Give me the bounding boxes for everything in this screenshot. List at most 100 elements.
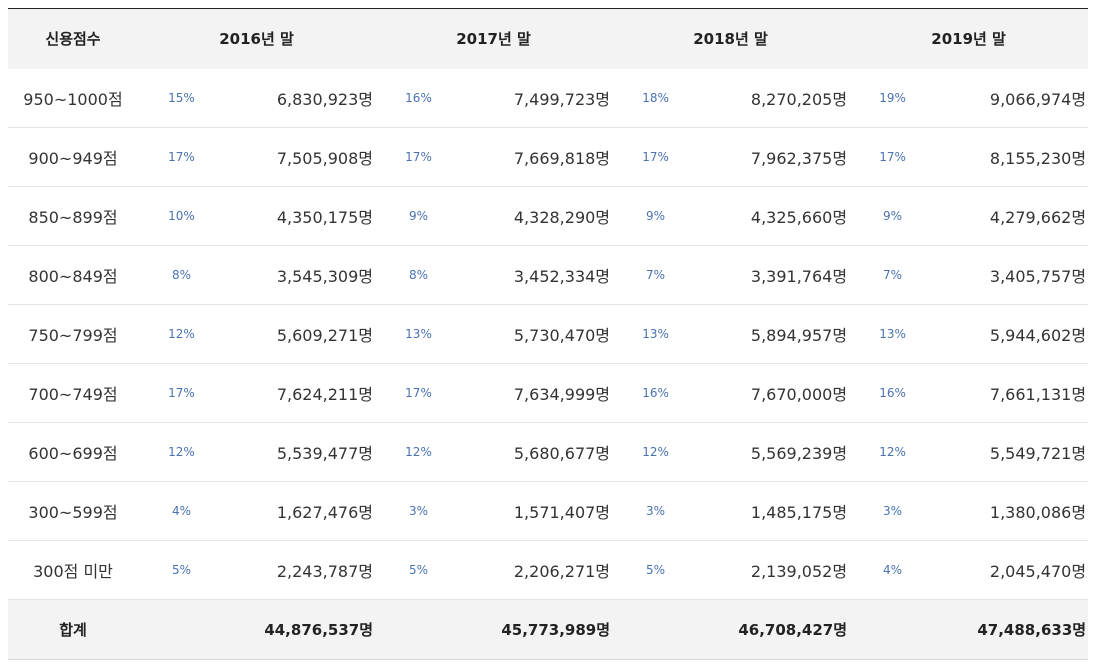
count-2019: 4,279,662명 (989, 208, 1087, 227)
count-2019: 2,045,470명 (989, 562, 1087, 581)
percent-2019: 7% (883, 268, 903, 282)
score-range-label: 300점 미만 (33, 562, 113, 581)
percent-2019: 19% (879, 90, 906, 105)
percent-2017: 17% (405, 386, 432, 400)
percent-2018: 7% (646, 268, 666, 282)
count-2019: 3,405,757명 (989, 267, 1087, 286)
count-2016: 1,627,476명 (276, 503, 374, 522)
count-2019: 5,944,602명 (989, 326, 1087, 345)
count-2018: 1,485,175명 (750, 503, 848, 522)
table-body: 950~1000점 15% 6,830,923명 16% 7,499,723명 18% 8,… (8, 69, 1089, 600)
total-count-2016: 44,876,537명 (264, 621, 374, 639)
header-year-2018: 2018년 말 (693, 30, 768, 49)
percent-2017: 12% (405, 445, 432, 459)
credit-score-table-container: 신용점수 2016년 말 2017년 말 2018년 말 2019년 말 950… (8, 8, 1089, 660)
table-row: 800~849점 8% 3,545,309명 8% 3,452,334명 7% 3,391,… (8, 246, 1089, 305)
table-row: 900~949점 17% 7,505,908명 17% 7,669,818명 17% 7,9… (8, 128, 1089, 187)
percent-2018: 12% (642, 445, 669, 459)
count-2018: 7,962,375명 (750, 149, 848, 168)
percent-2019: 4% (883, 563, 903, 577)
table-header: 신용점수 2016년 말 2017년 말 2018년 말 2019년 말 (8, 8, 1089, 69)
percent-2018: 13% (642, 327, 669, 341)
percent-2019: 9% (883, 209, 903, 223)
percent-2017: 16% (405, 90, 432, 105)
percent-2016: 12% (168, 327, 195, 341)
percent-2019: 16% (879, 386, 906, 400)
count-2018: 4,325,660명 (750, 208, 848, 227)
percent-2016: 17% (168, 386, 195, 400)
score-range-label: 600~699점 (28, 444, 118, 463)
percent-2019: 17% (879, 150, 906, 164)
total-count-2019: 47,488,633명 (977, 621, 1087, 639)
count-2016: 2,243,787명 (276, 562, 374, 581)
total-label: 합계 (59, 621, 87, 639)
count-2016: 5,609,271명 (276, 326, 374, 345)
score-range-label: 800~849점 (28, 267, 118, 286)
count-2018: 8,270,205명 (750, 89, 848, 109)
score-range-label: 750~799점 (28, 326, 118, 345)
percent-2016: 10% (168, 209, 195, 223)
percent-2019: 12% (879, 445, 906, 459)
count-2019: 1,380,086명 (989, 503, 1087, 522)
header-row: 신용점수 2016년 말 2017년 말 2018년 말 2019년 말 (8, 8, 1089, 69)
count-2017: 7,669,818명 (513, 149, 611, 168)
score-range-label: 950~1000점 (23, 89, 123, 109)
count-2017: 5,680,677명 (513, 444, 611, 463)
count-2019: 7,661,131명 (989, 385, 1087, 404)
percent-2016: 17% (168, 150, 195, 164)
count-2016: 6,830,923명 (276, 89, 374, 109)
percent-2018: 3% (646, 504, 666, 518)
percent-2018: 16% (642, 386, 669, 400)
count-2017: 3,452,334명 (513, 267, 611, 286)
count-2019: 5,549,721명 (989, 444, 1087, 463)
count-2017: 1,571,407명 (513, 503, 611, 522)
percent-2016: 5% (171, 563, 192, 577)
percent-2018: 9% (646, 209, 666, 223)
score-range-label: 900~949점 (28, 149, 118, 168)
table-footer: 합계 44,876,537명 45,773,989명 46,708,427명 4… (8, 599, 1089, 660)
percent-2016: 4% (171, 504, 192, 518)
percent-2017: 3% (408, 504, 429, 518)
table-row: 950~1000점 15% 6,830,923명 16% 7,499,723명 18% 8,… (8, 69, 1089, 128)
count-2018: 7,670,000명 (750, 385, 848, 404)
total-count-2017: 45,773,989명 (501, 621, 611, 639)
percent-2017: 8% (408, 268, 429, 282)
count-2017: 5,730,470명 (513, 326, 611, 345)
count-2018: 5,569,239명 (750, 444, 848, 463)
percent-2016: 8% (171, 268, 192, 282)
score-range-label: 300~599점 (28, 503, 118, 522)
count-2016: 7,505,908명 (276, 149, 374, 168)
total-row: 합계 44,876,537명 45,773,989명 46,708,427명 4… (8, 599, 1089, 660)
table-row: 600~699점 12% 5,539,477명 12% 5,680,677명 12% 5,5… (8, 423, 1089, 482)
count-2016: 4,350,175명 (276, 208, 374, 227)
count-2018: 5,894,957명 (750, 326, 848, 345)
percent-2017: 13% (405, 327, 432, 341)
percent-2017: 17% (405, 150, 432, 164)
count-2016: 3,545,309명 (276, 267, 374, 286)
table-row: 300점 미만 5% 2,243,787명 5% 2,206,271명 5% 2,139,0… (8, 541, 1089, 600)
header-year-2017: 2017년 말 (456, 30, 531, 49)
header-year-2016: 2016년 말 (219, 30, 294, 49)
table-row: 750~799점 12% 5,609,271명 13% 5,730,470명 13% 5,8… (8, 305, 1089, 364)
percent-2017: 9% (408, 209, 429, 223)
count-2017: 4,328,290명 (513, 208, 611, 227)
table-row: 300~599점 4% 1,627,476명 3% 1,571,407명 3% 1,485,… (8, 482, 1089, 541)
count-2018: 3,391,764명 (750, 267, 848, 286)
total-count-2018: 46,708,427명 (738, 621, 848, 639)
count-2019: 9,066,974명 (989, 89, 1087, 109)
count-2016: 7,624,211명 (276, 385, 374, 404)
count-2019: 8,155,230명 (989, 149, 1087, 168)
percent-2018: 18% (642, 90, 669, 105)
percent-2018: 17% (642, 150, 669, 164)
header-credit-score: 신용점수 (45, 30, 101, 49)
table-row: 850~899점 10% 4,350,175명 9% 4,328,290명 9% 4,325… (8, 187, 1089, 246)
percent-2019: 3% (883, 504, 903, 518)
percent-2017: 5% (408, 563, 429, 577)
percent-2016: 12% (168, 445, 195, 459)
count-2017: 2,206,271명 (513, 562, 611, 581)
credit-score-table: 신용점수 2016년 말 2017년 말 2018년 말 2019년 말 950… (8, 8, 1089, 660)
header-year-2019: 2019년 말 (931, 30, 1006, 49)
count-2017: 7,499,723명 (513, 89, 611, 109)
score-range-label: 700~749점 (28, 385, 118, 404)
count-2016: 5,539,477명 (276, 444, 374, 463)
